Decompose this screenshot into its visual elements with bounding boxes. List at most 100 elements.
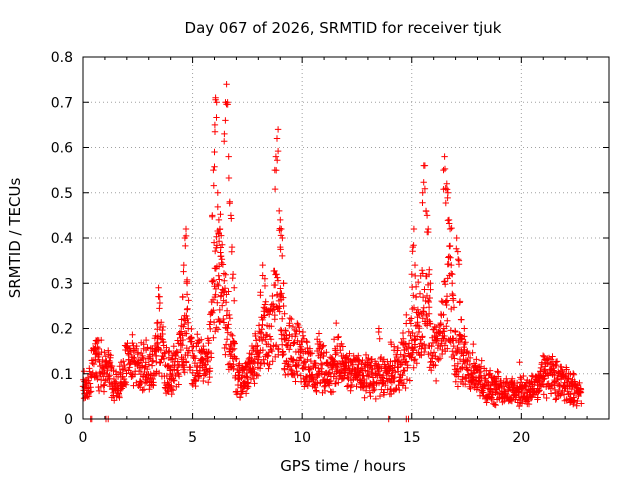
data-point xyxy=(266,361,273,368)
data-point xyxy=(116,394,123,401)
data-point xyxy=(573,402,580,409)
y-tick-label: 0 xyxy=(64,412,73,428)
data-point xyxy=(313,388,320,395)
data-point xyxy=(281,366,288,373)
data-point xyxy=(278,225,285,233)
data-point xyxy=(281,335,289,342)
data-point xyxy=(222,299,230,306)
data-point xyxy=(148,362,156,369)
data-point xyxy=(292,330,300,338)
data-point xyxy=(434,335,441,342)
data-point xyxy=(274,147,282,155)
data-point xyxy=(177,340,184,348)
data-point xyxy=(215,230,222,238)
data-point xyxy=(120,358,127,365)
data-point xyxy=(271,267,278,275)
data-point xyxy=(568,385,575,393)
data-point xyxy=(294,320,301,327)
data-point xyxy=(105,347,112,354)
data-point xyxy=(218,292,225,299)
data-point xyxy=(444,194,451,202)
data-point xyxy=(408,271,415,278)
data-point xyxy=(446,220,453,227)
data-point xyxy=(277,246,284,253)
data-point xyxy=(462,381,469,388)
data-point xyxy=(419,270,426,277)
data-point xyxy=(214,326,222,333)
data-point xyxy=(266,311,273,318)
data-point xyxy=(259,261,266,269)
data-point xyxy=(372,395,379,403)
data-point xyxy=(280,350,287,358)
data-point xyxy=(127,348,134,356)
data-point xyxy=(200,377,207,385)
data-point xyxy=(157,346,164,354)
data-point xyxy=(98,376,105,384)
data-point xyxy=(446,225,454,233)
data-point xyxy=(101,349,108,356)
data-point xyxy=(211,128,219,135)
data-point xyxy=(170,343,177,350)
data-point xyxy=(435,356,442,363)
data-point xyxy=(191,376,198,383)
data-point xyxy=(458,316,465,323)
data-point xyxy=(318,368,325,375)
data-point xyxy=(285,337,292,344)
data-point xyxy=(274,274,281,281)
data-point xyxy=(362,351,370,359)
data-point xyxy=(561,384,568,391)
data-point xyxy=(112,378,119,385)
data-point xyxy=(261,301,269,308)
data-point xyxy=(267,336,275,343)
data-point xyxy=(254,342,261,349)
data-point xyxy=(262,336,269,343)
data-point xyxy=(295,362,302,369)
data-point xyxy=(107,352,114,359)
x-tick-label: 5 xyxy=(188,430,197,446)
data-point xyxy=(404,362,411,369)
data-point xyxy=(171,377,178,384)
y-axis-title: SRMTID / TECUs xyxy=(6,178,24,299)
data-point xyxy=(483,378,491,386)
data-point xyxy=(390,347,398,354)
data-point xyxy=(177,346,184,354)
data-point xyxy=(275,346,282,353)
data-point xyxy=(441,153,448,160)
data-point xyxy=(116,363,123,370)
data-point xyxy=(280,280,287,287)
data-point xyxy=(401,352,409,359)
data-point xyxy=(478,357,485,364)
data-point xyxy=(192,355,199,362)
data-point xyxy=(215,282,222,289)
data-point xyxy=(264,353,271,360)
data-point xyxy=(311,384,319,391)
data-point xyxy=(427,280,434,287)
data-point xyxy=(320,342,327,349)
data-point xyxy=(443,293,451,300)
data-point xyxy=(222,117,229,124)
data-point xyxy=(269,292,276,300)
data-point xyxy=(269,358,276,365)
data-point xyxy=(288,315,295,323)
data-point xyxy=(89,359,96,367)
data-point xyxy=(129,354,137,361)
data-point xyxy=(410,304,418,311)
data-point xyxy=(220,319,228,326)
data-point xyxy=(409,283,416,291)
data-point xyxy=(442,298,450,305)
data-point xyxy=(254,372,262,379)
data-point xyxy=(229,332,236,339)
data-point xyxy=(316,338,323,345)
data-point xyxy=(217,253,224,260)
data-point xyxy=(394,344,402,352)
data-point xyxy=(168,390,175,398)
data-point xyxy=(426,364,433,371)
y-tick-label: 0.5 xyxy=(51,186,73,202)
data-point xyxy=(440,311,447,318)
data-point xyxy=(329,388,337,395)
data-point xyxy=(161,350,168,357)
data-point xyxy=(97,383,105,390)
data-point xyxy=(461,325,468,332)
data-point xyxy=(444,275,451,282)
